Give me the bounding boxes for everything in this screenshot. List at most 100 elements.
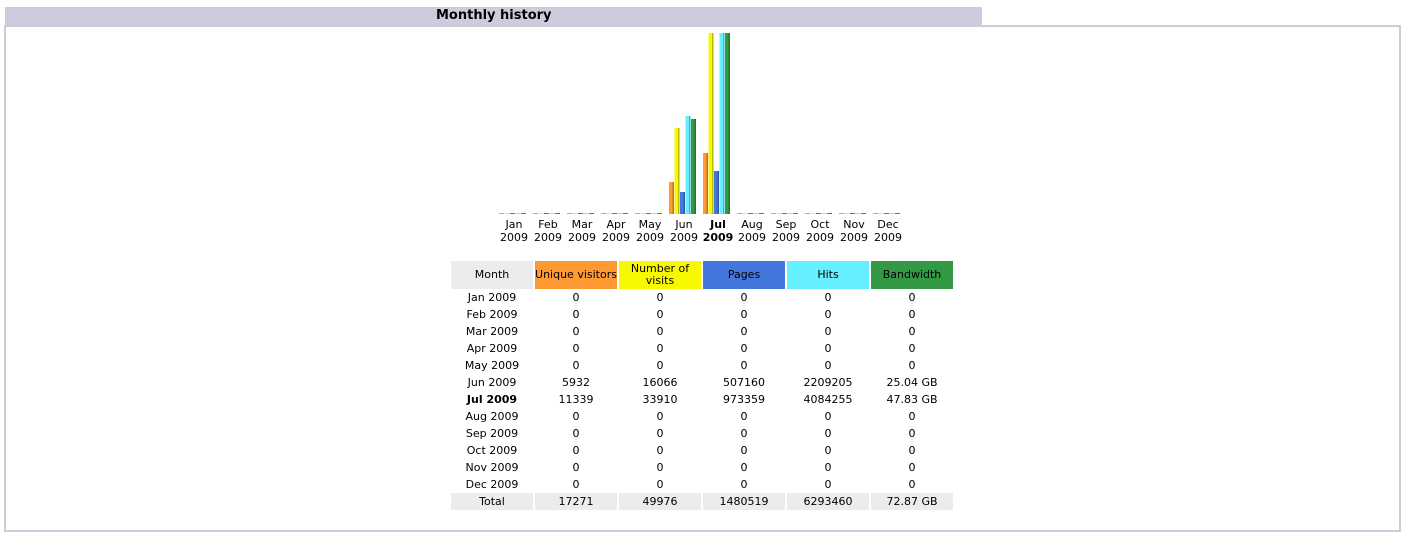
table-row: May 2009 0 0 0 0 0 [451, 357, 953, 374]
month-label-year: 2009 [772, 231, 800, 244]
table-row: Oct 2009 0 0 0 0 0 [451, 442, 953, 459]
bar-hits-mar [583, 213, 589, 214]
row-hits: 2209205 [803, 376, 853, 389]
bar-pages-apr [612, 213, 617, 214]
bar-number-of-visits-oct [810, 213, 816, 214]
row-visits: 0 [656, 342, 664, 355]
bar-bandwidth-jan [521, 213, 526, 214]
bar-unique-visitors-feb [533, 213, 538, 214]
bar-bandwidth-jul [725, 33, 730, 214]
table-row: Nov 2009 0 0 0 0 0 [451, 459, 953, 476]
month-label-year: 2009 [500, 231, 528, 244]
bar-unique-visitors-jan [499, 213, 504, 214]
table-row: Mar 2009 0 0 0 0 0 [451, 323, 953, 340]
header-unique-visitors: Unique visitors [535, 261, 617, 289]
month-label-name: Jun [675, 218, 693, 231]
bar-pages-mar [578, 213, 583, 214]
row-month: Jan 2009 [467, 291, 517, 304]
month-label-year: 2009 [702, 231, 734, 244]
row-pages: 0 [740, 291, 748, 304]
bar-shade [723, 33, 725, 214]
bar-shade [678, 128, 680, 214]
bar-number-of-visits-jul [708, 33, 714, 214]
bar-unique-visitors-jun [669, 182, 674, 214]
row-hits: 0 [824, 410, 832, 423]
bar-pages-may [646, 213, 651, 214]
month-label-year: 2009 [636, 231, 664, 244]
bar-bandwidth-sep [793, 213, 798, 214]
row-bandwidth: 47.83 GB [886, 393, 938, 406]
total-label: Total [451, 493, 533, 510]
month-label-year: 2009 [670, 231, 698, 244]
bar-unique-visitors-nov [839, 213, 844, 214]
bar-hits-may [651, 213, 657, 214]
bar-hits-jun [685, 116, 691, 214]
bar-number-of-visits-sep [776, 213, 782, 214]
total-visits: 49976 [619, 493, 701, 510]
month-label-name: Nov [843, 218, 865, 231]
month-label-nov: Nov 2009 [837, 218, 871, 244]
table-header-row: Month Unique visitors Number of visits P… [451, 261, 953, 289]
table-row: Jan 2009 0 0 0 0 0 [451, 289, 953, 306]
row-month: Jun 2009 [467, 376, 517, 389]
month-label-jul: Jul 2009 [701, 218, 735, 244]
row-visits: 16066 [642, 376, 678, 389]
row-visits: 0 [656, 410, 664, 423]
bar-unique-visitors-jul [703, 153, 708, 214]
month-label-sep: Sep 2009 [769, 218, 803, 244]
bar-hits-feb [549, 213, 555, 214]
header-month: Month [451, 261, 533, 289]
table-row: Jul 2009 11339 33910 973359 4084255 47.83 GB [451, 391, 953, 408]
bar-pages-sep [782, 213, 787, 214]
bar-shade [689, 116, 691, 214]
month-label-year: 2009 [738, 231, 766, 244]
row-month: Dec 2009 [465, 478, 519, 491]
bar-shade [728, 33, 730, 214]
total-hits: 6293460 [787, 493, 869, 510]
row-pages: 0 [740, 359, 748, 372]
bar-number-of-visits-aug [742, 213, 748, 214]
row-month: Feb 2009 [466, 308, 518, 321]
bar-shade [694, 119, 696, 214]
row-bandwidth: 0 [908, 291, 916, 304]
month-label-name: Sep [775, 218, 797, 231]
row-pages: 0 [740, 308, 748, 321]
row-bandwidth: 0 [908, 342, 916, 355]
row-hits: 0 [824, 444, 832, 457]
row-pages: 973359 [723, 393, 765, 406]
row-month: Jul 2009 [466, 393, 518, 406]
row-month: Oct 2009 [466, 444, 518, 457]
row-unique-visitors: 11339 [558, 393, 594, 406]
bar-unique-visitors-apr [601, 213, 606, 214]
row-unique-visitors: 0 [572, 410, 580, 423]
bar-pages-feb [544, 213, 549, 214]
row-bandwidth: 0 [908, 325, 916, 338]
month-label-name: Oct [810, 218, 830, 231]
bar-number-of-visits-apr [606, 213, 612, 214]
row-pages: 0 [740, 444, 748, 457]
month-label-feb: Feb 2009 [531, 218, 565, 244]
row-visits: 0 [656, 427, 664, 440]
bar-number-of-visits-nov [844, 213, 850, 214]
row-hits: 0 [824, 461, 832, 474]
bar-hits-apr [617, 213, 623, 214]
month-label-year: 2009 [840, 231, 868, 244]
bar-shade [717, 171, 719, 214]
monthly-bar-chart [499, 33, 900, 214]
row-visits: 0 [656, 478, 664, 491]
bar-pages-aug [748, 213, 753, 214]
month-label-name: May [638, 218, 662, 231]
row-bandwidth: 0 [908, 410, 916, 423]
table-row: Dec 2009 0 0 0 0 0 [451, 476, 953, 493]
row-hits: 0 [824, 427, 832, 440]
section-frame [4, 25, 1401, 532]
row-hits: 0 [824, 325, 832, 338]
bar-pages-jan [510, 213, 515, 214]
month-label-year: 2009 [568, 231, 596, 244]
row-hits: 0 [824, 478, 832, 491]
table-total-row: Total 17271 49976 1480519 6293460 72.87 … [451, 493, 953, 510]
month-label-apr: Apr 2009 [599, 218, 633, 244]
month-label-name: Jan [505, 218, 523, 231]
row-pages: 0 [740, 427, 748, 440]
bar-number-of-visits-dec [878, 213, 884, 214]
